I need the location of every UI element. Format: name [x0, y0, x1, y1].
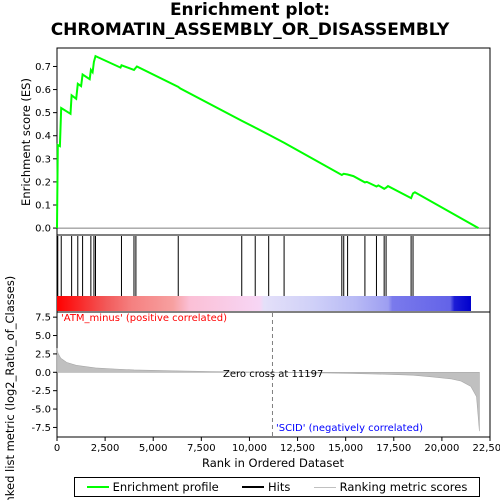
x-tick-label: 22,500: [473, 443, 500, 454]
x-axis-label: Rank in Ordered Dataset: [202, 456, 345, 470]
ranking-metric-swatch: [313, 486, 336, 488]
es-y-tick-label: 0.2: [35, 177, 51, 188]
legend-item-enrichment-profile: Enrichment profile: [86, 480, 219, 494]
enrichment-profile-swatch: [86, 486, 109, 488]
zero-cross-label: Zero cross at 11197: [223, 369, 323, 380]
legend-item-ranking-metric: Ranking metric scores: [313, 480, 468, 494]
metric-x-axis: 0 2,500 5,000 7,500 10,000 12,500 15,000 17,500…: [54, 437, 500, 454]
hits-panel: [56, 234, 491, 313]
negative-correlated-label: 'SCID' (negatively correlated): [276, 423, 423, 434]
es-y-tick-label: 0.5: [35, 108, 51, 119]
es-y-tick-label: 0.1: [35, 200, 51, 211]
legend: Enrichment profile Hits Ranking metric s…: [74, 477, 480, 497]
metric-y-tick-label: 5.0: [35, 331, 51, 342]
title-line-1: Enrichment plot:: [169, 0, 331, 20]
ranking-metric-panel: 7.5 5.0 2.5 0.0 -2.5 -5.0 -7.5 0 2,500 5,000 7,50…: [3, 276, 500, 500]
es-y-tick-label: 0.4: [35, 131, 51, 142]
metric-y-tick-label: -7.5: [31, 423, 51, 434]
title-line-2: CHROMATIN_ASSEMBLY_OR_DISASSEMBLY: [50, 20, 450, 40]
legend-label: Hits: [268, 480, 291, 494]
enrichment-score-panel: 0.0 0.1 0.2 0.3 0.4 0.5 0.6 0.7 Enrichment scor…: [19, 47, 491, 236]
es-axis-label: Enrichment score (ES): [19, 78, 33, 206]
chart-title: Enrichment plot: CHROMATIN_ASSEMBLY_OR_D…: [0, 0, 500, 40]
metric-y-tick-label: 0.0: [35, 368, 51, 379]
es-y-tick-label: 0.0: [35, 224, 51, 235]
metric-y-tick-label: 2.5: [35, 349, 51, 360]
hits-swatch: [242, 486, 264, 488]
positive-correlated-label: 'ATM_minus' (positive correlated): [61, 313, 227, 324]
x-tick-label: 15,000: [328, 443, 363, 454]
es-y-axis: 0.0 0.1 0.2 0.3 0.4 0.5 0.6 0.7: [35, 62, 57, 235]
metric-y-axis: 7.5 5.0 2.5 0.0 -2.5 -5.0 -7.5: [31, 313, 57, 434]
x-tick-label: 0: [54, 443, 60, 454]
legend-label: Enrichment profile: [112, 480, 219, 494]
x-tick-label: 12,500: [280, 443, 315, 454]
x-tick-label: 5,000: [139, 443, 168, 454]
metric-y-tick-label: -2.5: [31, 386, 51, 397]
hit-lines: [57, 236, 414, 296]
metric-y-tick-label: 7.5: [35, 313, 51, 324]
x-tick-label: 2,500: [91, 443, 120, 454]
enrichment-profile-line: [56, 54, 479, 229]
es-y-tick-label: 0.6: [35, 85, 51, 96]
metric-y-tick-label: -5.0: [31, 405, 51, 416]
legend-label: Ranking metric scores: [339, 480, 468, 494]
legend-item-hits: Hits: [242, 480, 290, 494]
es-y-tick-label: 0.7: [35, 62, 51, 73]
x-tick-label: 10,000: [232, 443, 267, 454]
metric-axis-label: Ranked list metric (log2_Ratio_of_Classe…: [3, 276, 17, 500]
x-tick-label: 17,500: [376, 443, 411, 454]
es-plot-frame: [56, 47, 491, 236]
rank-color-strip: [57, 296, 471, 311]
es-y-tick-label: 0.3: [35, 154, 51, 165]
x-tick-label: 7,500: [187, 443, 216, 454]
x-tick-label: 20,000: [424, 443, 459, 454]
